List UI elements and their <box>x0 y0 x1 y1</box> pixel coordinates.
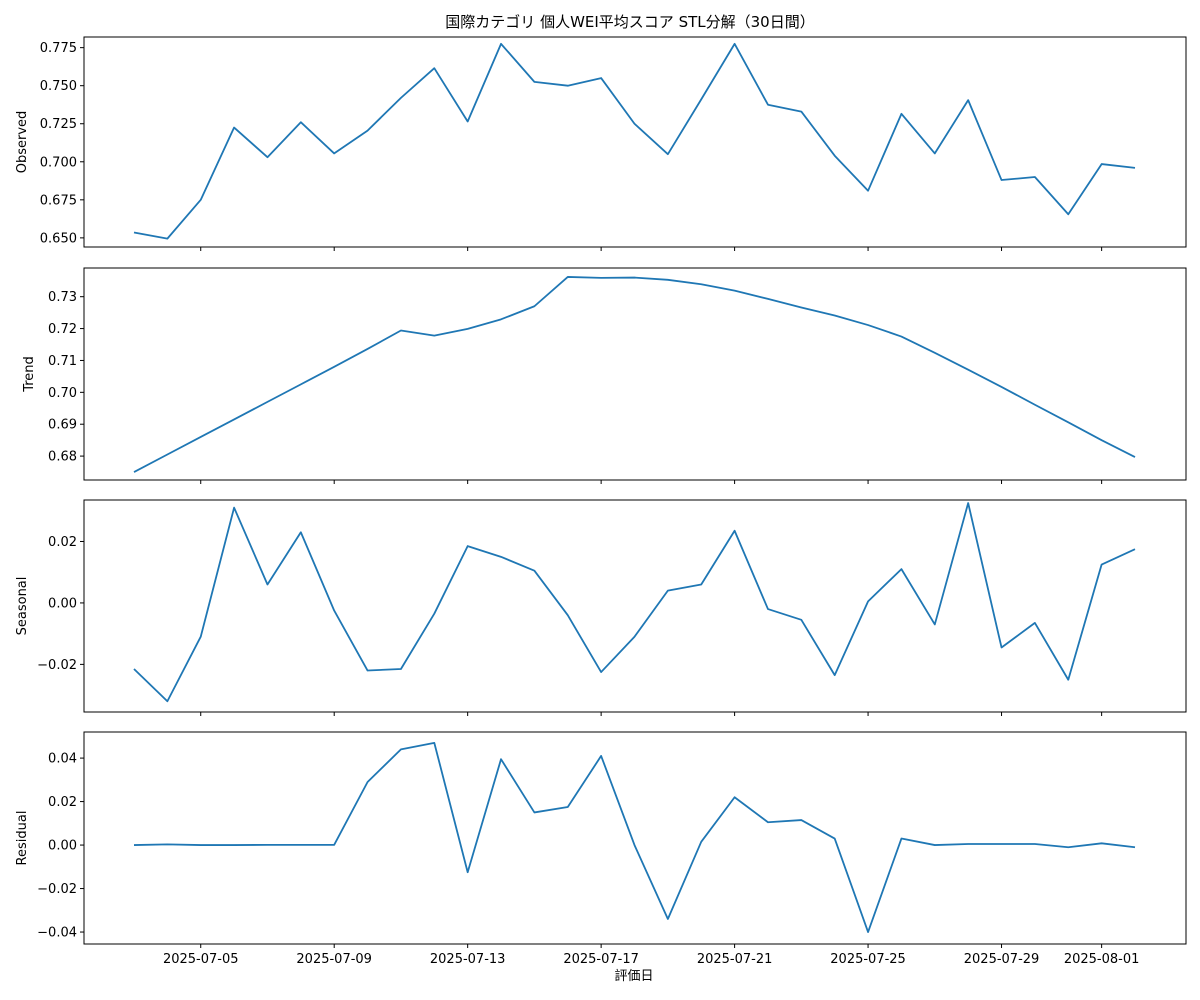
y-axis-label: Residual <box>15 811 30 866</box>
y-tick-label: 0.725 <box>40 117 77 132</box>
panel-seasonal: −0.02 0.00 0.02 Seasonal <box>15 499 1187 716</box>
y-tick-label: 0.72 <box>48 322 77 337</box>
x-tick-label: 2025-07-05 <box>163 952 239 967</box>
panel-frame <box>83 499 1187 713</box>
y-tick-label: 0.00 <box>48 596 77 611</box>
y-tick-label: 0.650 <box>40 231 77 246</box>
panel-residual: −0.04 −0.02 0.00 0.02 0.04 2025-07-05 2025-07-… <box>15 731 1187 967</box>
x-tick-label: 2025-07-17 <box>563 952 639 967</box>
y-tick-label: 0.750 <box>40 79 77 94</box>
panel-frame <box>83 731 1187 945</box>
series-line-residual <box>133 741 1136 933</box>
y-tick-label: 0.775 <box>40 41 77 56</box>
y-tick-label: 0.04 <box>48 752 77 767</box>
y-tick-label: 0.02 <box>48 795 77 810</box>
series-line-observed <box>133 42 1136 240</box>
y-tick-label: 0.73 <box>48 290 77 305</box>
panel-observed: 0.650 0.675 0.700 0.725 0.750 0.775 Observed <box>15 36 1187 251</box>
y-axis-label: Trend <box>22 356 37 393</box>
y-tick-label: 0.68 <box>48 450 77 465</box>
y-tick-label: −0.02 <box>37 658 77 673</box>
y-axis-label: Observed <box>15 111 30 174</box>
x-axis-label: 評価日 <box>614 969 653 984</box>
panel-trend: 0.68 0.69 0.70 0.71 0.72 0.73 Trend <box>22 267 1187 484</box>
x-tick-label: 2025-07-21 <box>697 952 773 967</box>
y-tick-label: 0.00 <box>48 839 77 854</box>
chart-title: 国際カテゴリ 個人WEI平均スコア STL分解（30日間） <box>445 13 814 31</box>
series-line-seasonal <box>133 502 1136 703</box>
x-tick-label: 2025-07-13 <box>430 952 506 967</box>
x-tick-label: 2025-07-29 <box>964 952 1040 967</box>
y-axis-label: Seasonal <box>15 577 30 636</box>
y-tick-label: 0.71 <box>48 354 77 369</box>
panels: 0.6500.6750.7000.7250.7500.775Observed0.… <box>15 36 1187 967</box>
y-tick-label: 0.02 <box>48 535 77 550</box>
y-tick-label: −0.02 <box>37 882 77 897</box>
y-tick-label: 0.70 <box>48 386 77 401</box>
panel-frame <box>83 36 1187 248</box>
series-line-trend <box>133 276 1136 473</box>
x-tick-label: 2025-08-01 <box>1064 952 1140 967</box>
y-tick-label: 0.700 <box>40 155 77 170</box>
x-tick-label: 2025-07-25 <box>830 952 906 967</box>
panel-frame <box>83 267 1187 481</box>
y-tick-label: −0.04 <box>37 926 77 941</box>
y-tick-label: 0.675 <box>40 193 77 208</box>
x-tick-label: 2025-07-09 <box>296 952 372 967</box>
y-tick-label: 0.69 <box>48 418 77 433</box>
